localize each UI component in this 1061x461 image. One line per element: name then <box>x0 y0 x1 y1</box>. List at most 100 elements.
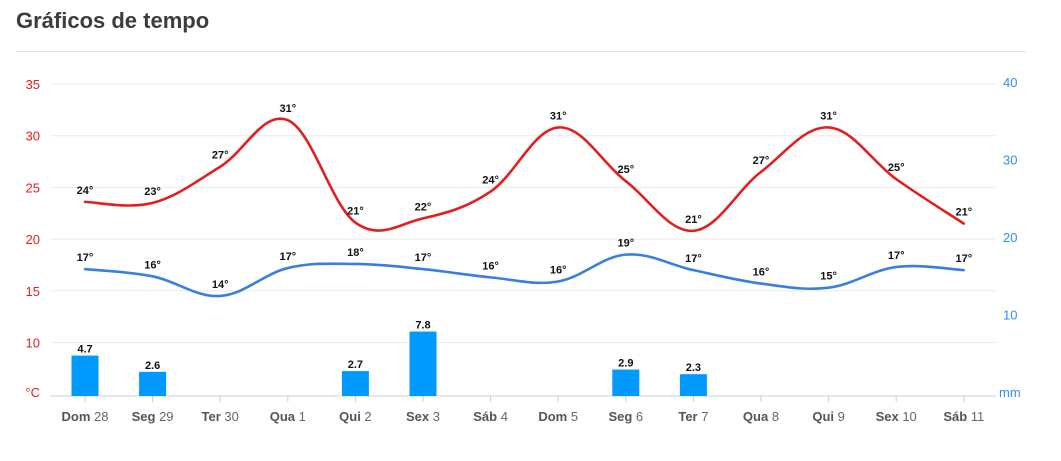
category-day: Qua <box>743 409 769 424</box>
max-temp-value-label: 23° <box>144 186 161 198</box>
min-temp-value-label: 18° <box>347 247 364 259</box>
x-category-label: Sex 3 <box>406 409 440 424</box>
category-day: Sex <box>406 409 430 424</box>
x-category-label: Sex 10 <box>876 409 917 424</box>
category-date: 4 <box>497 409 508 424</box>
y-left-tick-label: 15 <box>26 284 40 299</box>
precip-value-label: 2.7 <box>348 359 363 371</box>
min-temp-value-label: 16° <box>753 267 770 279</box>
category-day: Seg <box>608 409 632 424</box>
precip-value-label: 2.3 <box>686 362 701 374</box>
category-date: 1 <box>295 409 306 424</box>
min-temp-value-label: 17° <box>279 251 296 263</box>
x-category-label: Dom 28 <box>62 409 109 424</box>
category-day: Sex <box>876 409 900 424</box>
min-temp-value-label: 17° <box>685 253 702 265</box>
y-left-tick-label: 30 <box>26 129 40 144</box>
precip-value-label: 2.6 <box>145 360 160 372</box>
y-right-unit: mm <box>999 385 1021 400</box>
x-category-label: Ter 7 <box>678 409 708 424</box>
max-temp-value-label: 24° <box>482 175 499 187</box>
page-title: Gráficos de tempo <box>16 8 210 33</box>
precip-value-label: 4.7 <box>77 344 92 356</box>
category-date: 9 <box>834 409 845 424</box>
y-right-tick-label: 20 <box>1003 230 1017 245</box>
max-temp-value-label: 27° <box>212 150 229 162</box>
max-temp-value-label: 31° <box>279 103 296 115</box>
x-category-label: Qui 9 <box>812 409 845 424</box>
max-temp-value-label: 25° <box>617 164 634 176</box>
min-temp-value-label: 15° <box>820 271 837 283</box>
header-divider <box>16 51 1026 52</box>
precip-bar <box>139 371 167 396</box>
min-temp-line <box>83 253 966 298</box>
min-temp-value-label: 17° <box>955 253 972 265</box>
category-date: 10 <box>899 409 917 424</box>
category-date: 6 <box>632 409 643 424</box>
category-day: Ter <box>678 409 697 424</box>
precip-bar <box>612 369 640 396</box>
category-day: Sáb <box>473 409 497 424</box>
y-left-tick-label: 35 <box>26 77 40 92</box>
category-day: Ter <box>202 409 221 424</box>
category-day: Qui <box>339 409 361 424</box>
min-temp-value-label: 14° <box>212 279 229 291</box>
y-left-unit: °C <box>25 385 40 400</box>
category-date: 30 <box>221 409 239 424</box>
x-category-label: Qua 8 <box>743 409 779 424</box>
x-category-label: Dom 5 <box>538 409 578 424</box>
max-temp-value-label: 24° <box>77 185 94 197</box>
max-temp-value-label: 21° <box>955 207 972 219</box>
x-category-label: Sáb 11 <box>943 409 984 424</box>
category-date: 11 <box>967 409 984 424</box>
min-temp-value-label: 19° <box>617 238 634 250</box>
precip-value-label: 2.9 <box>618 358 633 370</box>
max-temp-value-label: 31° <box>820 110 837 122</box>
precip-bar <box>341 371 369 396</box>
max-temp-value-label: 21° <box>347 206 364 218</box>
category-day: Seg <box>132 409 156 424</box>
min-temp-value-label: 17° <box>77 252 94 264</box>
category-date: 2 <box>361 409 372 424</box>
x-category-label: Sáb 4 <box>473 409 508 424</box>
category-date: 3 <box>429 409 440 424</box>
category-date: 8 <box>768 409 779 424</box>
category-day: Qua <box>270 409 296 424</box>
x-category-label: Seg 29 <box>132 409 174 424</box>
x-category-label: Qui 2 <box>339 409 372 424</box>
min-temp-value-label: 17° <box>888 250 905 262</box>
y-right-tick-label: 40 <box>1003 75 1017 90</box>
y-right-tick-label: 30 <box>1003 153 1017 168</box>
precip-bar <box>71 355 99 396</box>
max-temp-value-label: 27° <box>753 155 770 167</box>
y-right-tick-label: 10 <box>1003 308 1017 323</box>
category-day: Dom <box>62 409 91 424</box>
category-date: 28 <box>90 409 108 424</box>
min-temp-value-label: 16° <box>482 260 499 272</box>
category-date: 5 <box>567 409 578 424</box>
max-temp-line <box>83 117 966 233</box>
min-temp-value-label: 16° <box>144 259 161 271</box>
category-day: Qui <box>812 409 834 424</box>
x-category-label: Seg 6 <box>608 409 643 424</box>
max-temp-value-label: 31° <box>550 110 567 122</box>
page-header: Gráficos de tempo <box>0 0 1061 52</box>
category-date: 29 <box>155 409 173 424</box>
y-left-tick-label: 25 <box>26 180 40 195</box>
max-temp-value-label: 25° <box>888 162 905 174</box>
precip-bar <box>409 331 437 396</box>
category-date: 7 <box>698 409 709 424</box>
category-day: Dom <box>538 409 567 424</box>
min-temp-value-label: 16° <box>550 264 567 276</box>
max-temp-value-label: 21° <box>685 214 702 226</box>
x-category-label: Qua 1 <box>270 409 306 424</box>
max-temp-value-label: 22° <box>415 201 432 213</box>
precip-bar <box>679 374 707 396</box>
min-temp-value-label: 17° <box>415 252 432 264</box>
y-left-tick-label: 10 <box>26 336 40 351</box>
y-left-tick-label: 20 <box>26 232 40 247</box>
precip-value-label: 7.8 <box>415 320 430 332</box>
x-category-label: Ter 30 <box>202 409 239 424</box>
category-day: Sáb <box>943 409 967 424</box>
